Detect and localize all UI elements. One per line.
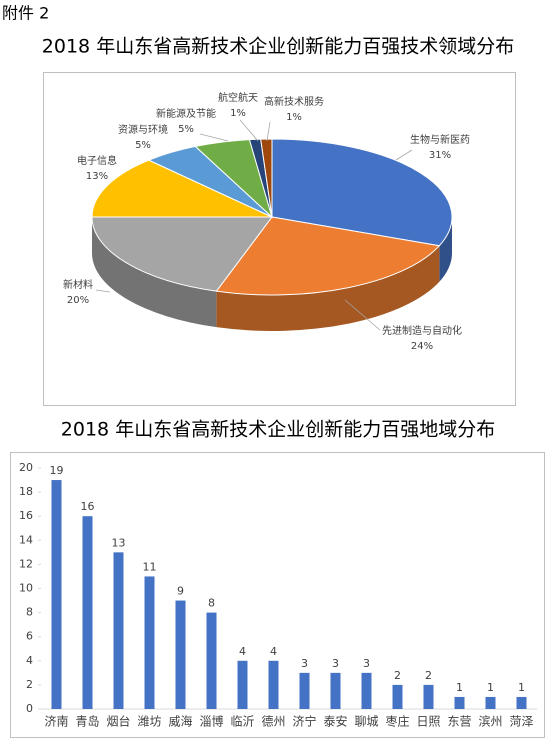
bar	[206, 612, 217, 709]
slice-label: 先进制造与自动化	[382, 324, 462, 337]
y-tick-label: 10	[19, 582, 33, 595]
y-tick-label: 12	[19, 557, 33, 570]
slice-value-label: 24%	[411, 341, 433, 352]
data-label: 19	[50, 464, 64, 477]
x-tick-label: 济宁	[292, 714, 316, 729]
leader-line	[95, 289, 111, 293]
chart-title: 2018 年山东省高新技术企业创新能力百强地域分布	[61, 419, 495, 441]
slice	[260, 138, 273, 218]
y-tick-label: 2	[26, 678, 33, 691]
bar	[51, 480, 62, 709]
bar	[485, 696, 496, 709]
bar	[113, 552, 124, 709]
slice-label: 新材料	[63, 278, 93, 291]
slice-side	[92, 217, 217, 328]
pie-frame	[43, 72, 516, 406]
bar	[237, 660, 248, 709]
data-label: 1	[518, 681, 525, 694]
y-tick-label: 6	[26, 630, 33, 643]
x-tick-label: 泰安	[323, 714, 347, 729]
slice-value-label: 13%	[86, 171, 108, 182]
y-tick-label: 14	[19, 533, 33, 546]
y-tick-label: 20	[19, 461, 33, 474]
chart-title: 2018 年山东省高新技术企业创新能力百强技术领域分布	[42, 36, 514, 58]
data-label: 8	[208, 597, 215, 610]
data-label: 1	[456, 681, 463, 694]
slice-value-label: 1%	[286, 112, 302, 123]
header: 附件 2	[2, 4, 49, 23]
slice-label: 高新技术服务	[264, 95, 324, 108]
leader-line	[239, 119, 259, 142]
slice-value-label: 31%	[429, 150, 451, 161]
bar	[268, 660, 279, 709]
slice-side	[216, 245, 440, 331]
slice-label: 电子信息	[77, 154, 117, 167]
bar	[454, 696, 465, 709]
slice	[215, 216, 441, 296]
bar	[299, 672, 310, 709]
y-tick-label: 0	[26, 702, 33, 715]
x-tick-label: 济南	[44, 714, 68, 729]
y-tick-label: 16	[19, 509, 33, 522]
slice-value-label: 20%	[67, 295, 89, 306]
leader-line	[199, 133, 229, 142]
bar	[82, 516, 93, 709]
slice-value-label: 1%	[230, 108, 246, 119]
leader-line	[266, 121, 271, 142]
data-label: 3	[332, 657, 339, 670]
bar	[392, 684, 403, 709]
x-tick-label: 枣庄	[385, 714, 409, 729]
data-label: 4	[270, 645, 277, 658]
x-tick-label: 滨州	[478, 714, 502, 729]
data-label: 3	[363, 657, 370, 670]
data-label: 2	[425, 669, 432, 682]
data-label: 1	[487, 681, 494, 694]
slice-value-label: 5%	[178, 124, 194, 135]
slice-label: 新能源及节能	[156, 107, 216, 120]
x-tick-label: 聊城	[354, 715, 378, 729]
bar	[516, 696, 527, 709]
data-label: 4	[239, 645, 246, 658]
data-label: 2	[394, 669, 401, 682]
y-tick-label: 18	[19, 485, 33, 498]
x-tick-label: 德州	[261, 714, 285, 729]
y-tick-label: 4	[26, 654, 33, 667]
slice	[91, 216, 273, 292]
bar-frame	[10, 452, 545, 738]
leader-line	[395, 149, 413, 161]
slice-label: 资源与环境	[118, 123, 168, 136]
x-tick-label: 烟台	[106, 714, 130, 729]
slice	[271, 138, 453, 247]
slice	[91, 159, 273, 218]
slice-label: 航空航天	[218, 91, 258, 104]
leader-line	[344, 299, 381, 331]
data-label: 3	[301, 657, 308, 670]
slice-side	[439, 217, 452, 282]
bar	[144, 576, 155, 709]
data-label: 16	[81, 500, 95, 513]
x-tick-label: 潍坊	[137, 714, 161, 729]
data-label: 13	[112, 536, 126, 549]
bar	[423, 684, 434, 709]
x-tick-label: 东营	[447, 715, 471, 729]
data-label: 11	[143, 560, 157, 573]
y-tick-label: 8	[26, 606, 33, 619]
bar	[175, 600, 186, 709]
slice-value-label: 5%	[135, 140, 151, 151]
bar	[361, 672, 372, 709]
x-tick-label: 临沂	[230, 715, 254, 729]
x-tick-label: 菏泽	[509, 715, 533, 729]
x-tick-label: 青岛	[75, 714, 99, 729]
bar	[330, 672, 341, 709]
data-label: 9	[177, 585, 184, 598]
x-tick-label: 淄博	[199, 714, 223, 729]
x-tick-label: 威海	[168, 714, 192, 729]
slice-label: 生物与新医药	[410, 133, 470, 146]
x-tick-label: 日照	[416, 715, 440, 729]
